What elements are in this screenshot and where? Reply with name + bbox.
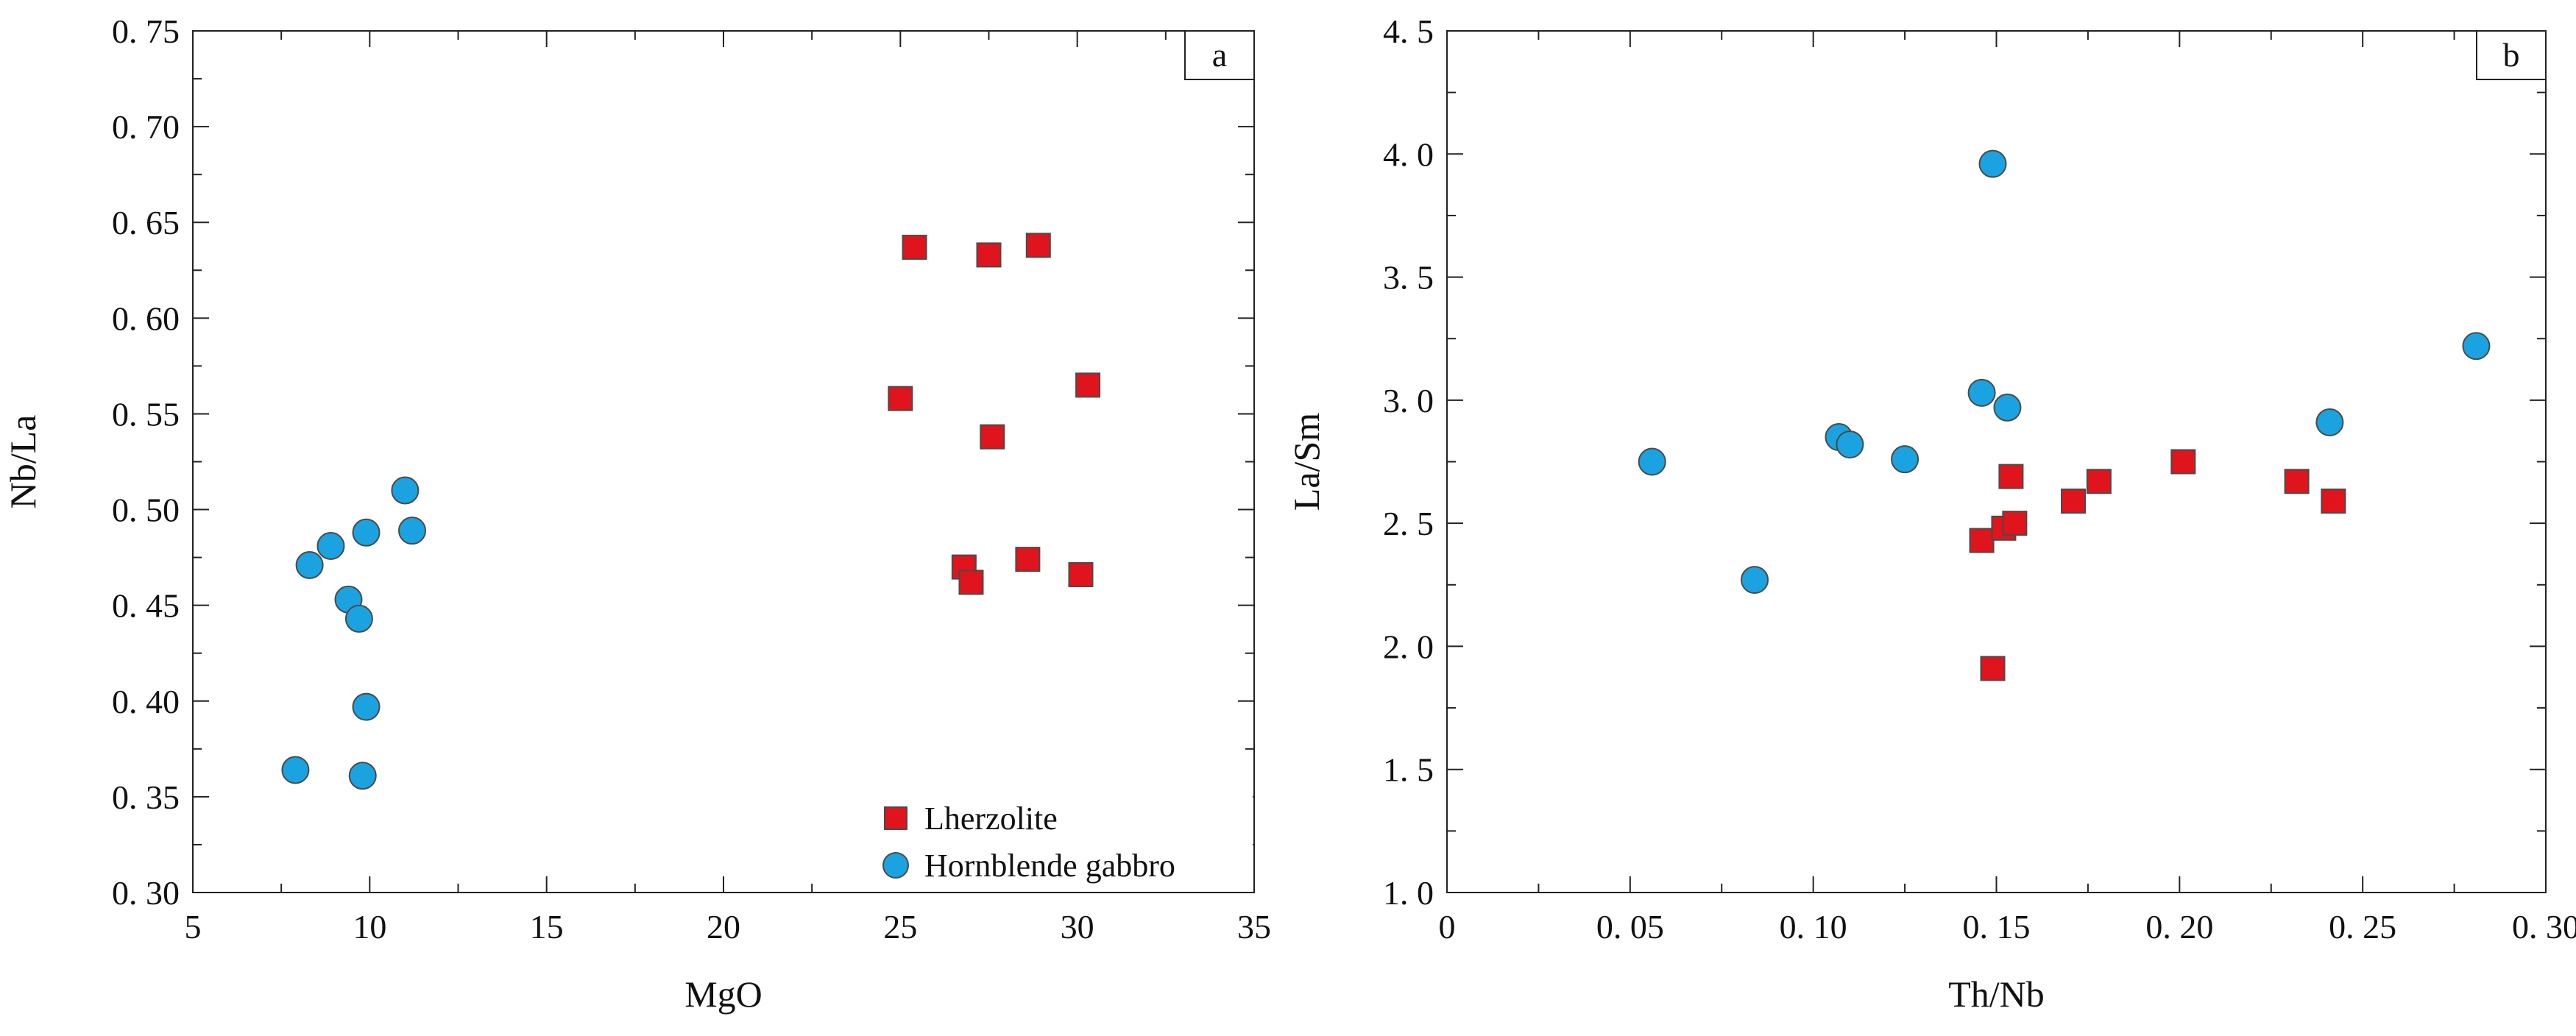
y-tick-label: 0. 55 [112,395,180,433]
y-tick-label: 4. 5 [1383,13,1434,50]
plot-frame [192,30,1255,893]
hornblende-gabbro-point [2315,408,2344,436]
hornblende-gabbro-point [391,476,420,505]
lherzolite-point [2321,489,2346,514]
lherzolite-point [1998,464,2024,489]
x-tick-label: 0. 05 [1596,908,1664,945]
y-tick-label: 4. 0 [1383,135,1434,173]
hornblende-gabbro-point [344,604,373,633]
legend-square-icon [884,806,907,830]
hornblende-gabbro-point [316,531,345,560]
y-tick-label: 0. 70 [112,108,180,146]
x-tick-label: 15 [530,908,564,945]
lherzolite-point [1075,372,1101,398]
legend-box [863,792,1253,892]
lherzolite-point [1015,547,1041,572]
panel-label-box [1184,30,1255,80]
y-tick-label: 1. 5 [1383,751,1434,789]
hornblende-gabbro-point [281,756,310,784]
lherzolite-point [958,570,984,595]
panel-label: a [1212,36,1227,74]
x-tick-label: 0. 15 [1963,908,2031,945]
hornblende-gabbro-point [398,517,427,545]
hornblende-gabbro-point [1891,445,1919,474]
y-tick-label: 2. 0 [1383,628,1434,665]
y-tick-label: 0. 65 [112,204,180,241]
hornblende-gabbro-point [1993,393,2022,422]
y-tick-label: 0. 75 [112,13,180,50]
y-axis-label: La/Sm [1286,413,1327,511]
lherzolite-point [976,242,1002,268]
lherzolite-point [2086,469,2112,494]
x-tick-label: 0 [1439,908,1456,945]
x-tick-label: 5 [185,908,202,945]
panel-label-box [2476,30,2547,80]
hornblende-gabbro-point [1741,566,1769,595]
x-tick-label: 20 [707,908,740,945]
hornblende-gabbro-point [1836,430,1864,459]
x-tick-label: 0. 20 [2145,908,2213,945]
hornblende-gabbro-point [2462,332,2491,361]
y-tick-label: 0. 40 [112,683,180,720]
x-tick-label: 0. 30 [2512,908,2576,945]
lherzolite-point [1025,233,1051,258]
legend-label: Hornblende gabbro [924,848,1175,884]
x-tick-label: 10 [353,908,386,945]
x-tick-label: 0. 10 [1780,908,1847,945]
x-tick-label: 25 [883,908,917,945]
panel-a: 5 10 15 20 25 30 35 0. 30 0. 35 0. 40 0. 45 0. 50 0.… [2,13,1271,1015]
y-axis-label: Nb/La [2,415,43,509]
lherzolite-point [2284,469,2310,494]
y-tick-label: 1. 0 [1383,874,1434,912]
y-tick-label: 0. 30 [112,874,180,912]
lherzolite-point [1969,528,1995,553]
hornblende-gabbro-point [1978,149,2007,178]
y-tick-label: 0. 45 [112,587,180,625]
hornblende-gabbro-point [1638,447,1666,476]
x-tick-label: 30 [1061,908,1094,945]
x-axis-label: MgO [684,973,762,1015]
legend-circle-icon [882,852,909,879]
hornblende-gabbro-point [352,692,381,721]
hornblende-gabbro-point [1967,378,1996,407]
y-tick-label: 0. 50 [112,492,180,529]
x-tick-label: 0. 25 [2329,908,2396,945]
x-tick-label: 35 [1237,908,1271,945]
lherzolite-point [1068,562,1094,588]
y-tick-label: 0. 35 [112,778,180,816]
lherzolite-point [1980,656,2006,681]
hornblende-gabbro-point [348,762,377,790]
lherzolite-point [2061,489,2087,514]
lherzolite-point [888,386,913,411]
lherzolite-point [980,424,1005,450]
panel-b: 0 0. 05 0. 10 0. 15 0. 20 0. 25 0. 30 1. 0 1. 5 2… [1286,13,2576,1015]
hornblende-gabbro-point [352,518,381,547]
y-tick-label: 3. 5 [1383,259,1434,297]
panel-label: b [2503,36,2520,74]
y-tick-label: 3. 0 [1383,382,1434,419]
lherzolite-point [2002,511,2028,536]
lherzolite-point [902,235,927,260]
lherzolite-point [2170,449,2196,475]
hornblende-gabbro-point [295,551,324,580]
x-axis-label: Th/Nb [1948,973,2045,1015]
y-tick-label: 2. 5 [1383,505,1434,542]
legend-label: Lherzolite [924,801,1058,837]
y-tick-label: 0. 60 [112,299,180,337]
